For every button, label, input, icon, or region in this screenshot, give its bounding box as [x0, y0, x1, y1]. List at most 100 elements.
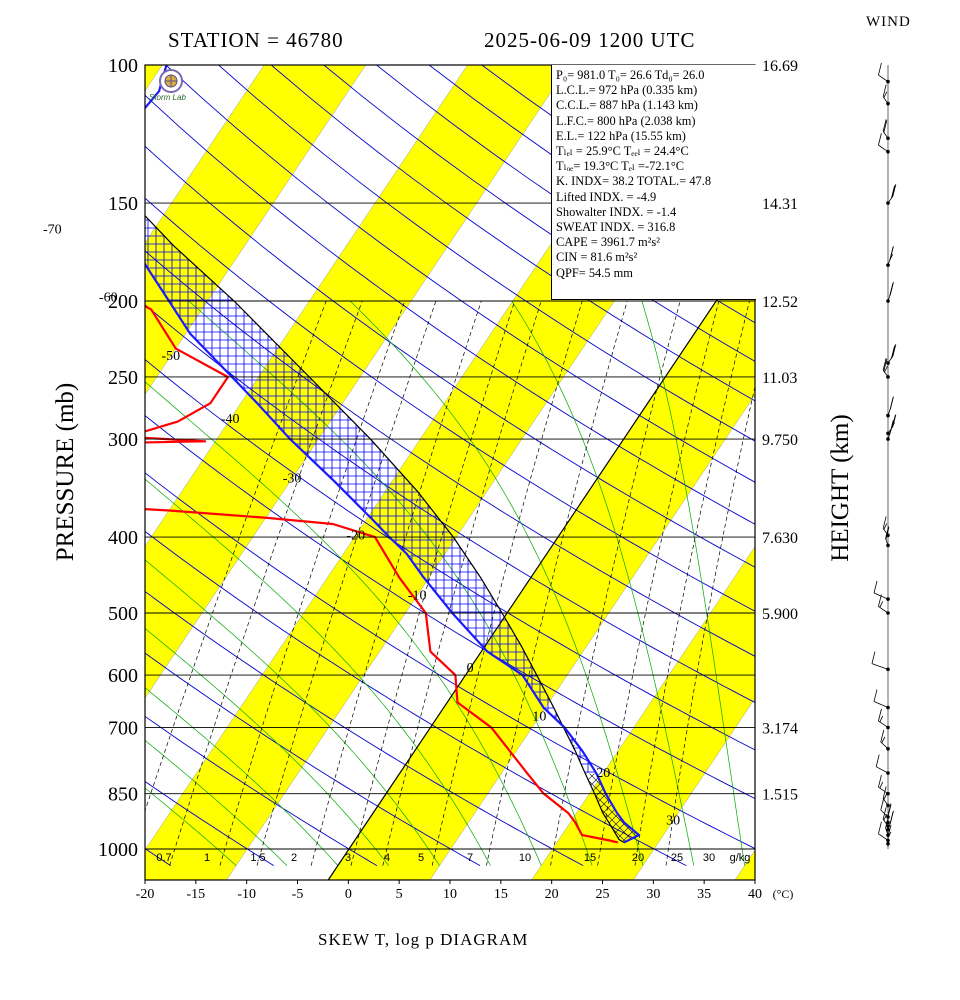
- pressure-tick-label: 850: [108, 784, 138, 806]
- index-line: SWEAT INDX. = 316.8: [556, 220, 676, 235]
- index-line: Lifted INDX. = -4.9: [556, 189, 657, 204]
- wind-barb: [873, 689, 890, 710]
- mixing-ratio-label: 3: [345, 852, 351, 864]
- x-tick-label: 0: [345, 887, 352, 902]
- mixing-ratio-label: 25: [671, 852, 683, 864]
- datetime-title: 2025-06-09 1200 UTC: [484, 28, 696, 52]
- index-line: CIN = 81.6 m²s²: [556, 250, 638, 265]
- pressure-tick-label: 600: [108, 665, 138, 687]
- wind-barb: [880, 729, 890, 751]
- isotherm-label: -60: [99, 291, 118, 306]
- height-tick-label: 5.900: [762, 606, 798, 623]
- isotherm-label: -20: [346, 528, 365, 543]
- wind-barbs-column: [871, 62, 897, 849]
- height-tick-label: 11.03: [762, 370, 797, 387]
- height-tick-label: 7.630: [762, 530, 798, 547]
- isotherm-band: [938, 65, 960, 880]
- lab-logo: Storm Lab: [147, 67, 195, 107]
- wind-barb: [878, 133, 890, 154]
- mixing-ratio-label: 1: [204, 852, 210, 864]
- y-axis-right-title: HEIGHT (km): [827, 414, 854, 561]
- wind-barb: [878, 774, 890, 796]
- cin-area: [585, 773, 639, 843]
- wind-barb: [886, 414, 897, 436]
- parcel-path-line: [145, 214, 625, 843]
- isotherm-label: 10: [532, 710, 546, 725]
- height-tick-label: 1.515: [762, 787, 798, 804]
- wind-barb: [886, 184, 897, 205]
- mixing-ratio-label: g/kg: [730, 852, 751, 864]
- wind-barb: [878, 62, 890, 84]
- index-line: L.F.C.= 800 hPa (2.038 km): [556, 113, 696, 128]
- station-title: STATION = 46780: [168, 28, 344, 52]
- x-tick-label: -5: [292, 887, 304, 902]
- wind-barb: [885, 526, 890, 548]
- x-tick-label: -10: [237, 887, 256, 902]
- isotherm-label: -40: [221, 412, 240, 427]
- mixing-ratio-label: 2: [291, 852, 297, 864]
- isotherm-label: -10: [408, 589, 427, 604]
- pressure-tick-label: 400: [108, 527, 138, 549]
- x-tick-label: -15: [186, 887, 205, 902]
- x-axis-unit: (°C): [773, 887, 794, 901]
- x-tick-label: 10: [443, 887, 457, 902]
- temperature-profile-line: [145, 65, 641, 844]
- index-line: P₀= 981.0 T₀= 26.6 Td₀= 26.0: [556, 68, 705, 82]
- pressure-tick-label: 500: [108, 603, 138, 625]
- mixing-ratio-label: 1.5: [250, 852, 265, 864]
- index-line: K. INDX= 38.2 TOTAL.= 47.8: [556, 174, 712, 189]
- wind-barb: [882, 786, 890, 808]
- y-axis-title: PRESSURE (mb): [52, 383, 79, 562]
- index-line: CAPE = 3961.7 m²s²: [556, 235, 660, 250]
- wind-barb: [882, 119, 890, 141]
- x-tick-label: 35: [697, 887, 711, 902]
- x-tick-label: 5: [396, 887, 403, 902]
- height-tick-label: 12.52: [762, 294, 798, 311]
- index-line: QPF= 54.5 mm: [556, 265, 633, 280]
- mixing-ratio-label: 30: [703, 852, 715, 864]
- wind-barb: [886, 824, 892, 846]
- isotherm-band: [145, 65, 163, 91]
- height-tick-label: 9.750: [762, 432, 798, 449]
- wind-barb: [886, 246, 894, 267]
- wind-barb: [873, 580, 890, 601]
- wind-barb: [886, 419, 894, 441]
- wind-barb: [882, 357, 890, 379]
- mixing-ratio-label: 20: [632, 852, 644, 864]
- mixing-ratio-label: 4: [384, 852, 390, 864]
- mixing-ratio-label: 0.7: [156, 852, 171, 864]
- mixing-ratio-label: 15: [584, 852, 596, 864]
- isotherm-label: 20: [596, 766, 610, 781]
- wind-barb: [885, 816, 890, 837]
- index-line: C.C.L.= 887 hPa (1.143 km): [556, 98, 698, 113]
- index-line: Tₗₑₗ = 25.9°C Tₑₑₗ = 24.4°C: [556, 144, 689, 159]
- pressure-tick-label: 200: [108, 291, 138, 313]
- wind-barb: [886, 281, 894, 303]
- x-tick-label: 15: [494, 887, 508, 902]
- isotherm-label: -30: [283, 472, 302, 487]
- wind-barb: [875, 754, 890, 775]
- x-tick-label: -20: [136, 887, 155, 902]
- index-line: Tₗₒₑ= 19.3°C Tₑₗ =-72.1°C: [556, 159, 685, 174]
- x-tick-label: 30: [646, 887, 660, 902]
- pressure-tick-label: 250: [108, 367, 138, 389]
- mixing-ratio-label: 10: [519, 852, 531, 864]
- x-tick-label: 20: [545, 887, 559, 902]
- wind-barb: [886, 344, 897, 365]
- wind-barb: [882, 84, 890, 106]
- wind-barb: [886, 810, 894, 832]
- index-line: Showalter INDX. = -1.4: [556, 204, 677, 219]
- stability-indices-panel: P₀= 981.0 T₀= 26.6 Td₀= 26.0 L.C.L.= 972 …: [551, 65, 756, 300]
- cape-area: [145, 215, 597, 774]
- diagram-footer-title: SKEW T, log p DIAGRAM: [318, 930, 529, 949]
- height-tick-label: 14.31: [762, 196, 798, 213]
- pressure-tick-label: 150: [108, 193, 138, 215]
- logo-text: Storm Lab: [149, 93, 186, 102]
- pressure-tick-label: 700: [108, 718, 138, 740]
- x-tick-label: 40: [748, 887, 762, 902]
- mixing-ratio-label: 7: [467, 852, 473, 864]
- pressure-tick-label: 300: [108, 429, 138, 451]
- index-line: L.C.L.= 972 hPa (0.335 km): [556, 83, 698, 98]
- wind-barb: [886, 803, 892, 825]
